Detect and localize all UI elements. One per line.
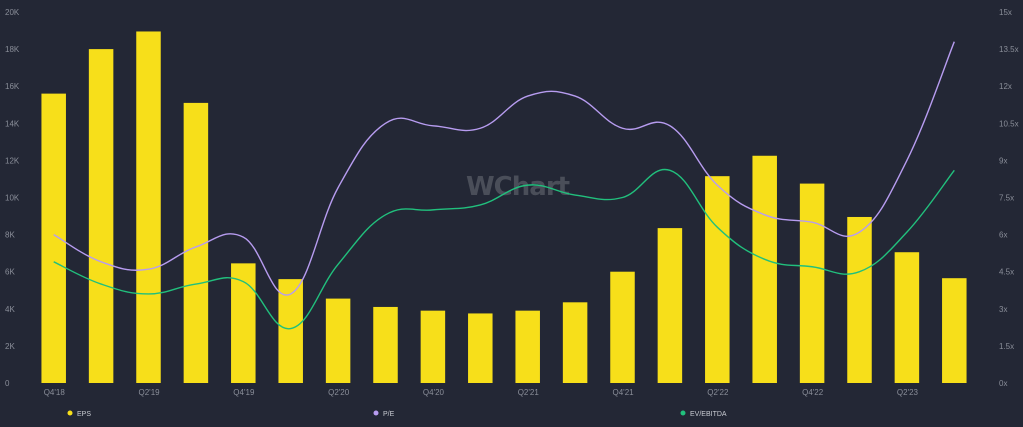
- x-tick-label: Q2'21: [518, 388, 540, 397]
- eps-bar: [88, 49, 114, 383]
- legend-ev-ebitda-label: EV/EBITDA: [690, 411, 727, 418]
- legend: EPS P/E EV/EBITDA: [67, 410, 727, 418]
- x-axis: Q4'18 Q2'19 Q4'19 Q2'20 Q4'20 Q2'21 Q4'21 Q2'22…: [44, 388, 919, 397]
- pe-line: [53, 41, 955, 296]
- eps-bar: [942, 278, 967, 383]
- right-y-tick-label: 1.5x: [999, 342, 1014, 351]
- left-y-tick-label: 12K: [5, 156, 20, 165]
- x-tick-label: Q4'18: [44, 388, 66, 397]
- right-y-tick-label: 12x: [999, 82, 1012, 91]
- left-y-tick-label: 0: [5, 379, 10, 388]
- eps-bar: [136, 31, 161, 383]
- left-y-tick-label: 4K: [5, 305, 15, 314]
- eps-bars: [41, 31, 967, 384]
- legend-eps-marker: [67, 410, 73, 416]
- eps-bar: [610, 271, 635, 383]
- left-y-tick-label: 16K: [5, 82, 20, 91]
- eps-bar: [657, 228, 683, 383]
- eps-bar: [799, 183, 825, 383]
- eps-bar: [847, 216, 872, 383]
- eps-bar: [705, 176, 730, 383]
- left-y-tick-label: 6K: [5, 268, 15, 277]
- ratio-lines: [53, 41, 955, 330]
- left-y-tick-label: 20K: [5, 8, 20, 17]
- legend-ev-ebitda-marker: [680, 410, 686, 416]
- eps-bar: [468, 313, 493, 383]
- right-y-tick-label: 6x: [999, 231, 1007, 240]
- left-y-tick-label: 10K: [5, 194, 20, 203]
- legend-pe-label: P/E: [383, 411, 395, 418]
- eps-bar: [373, 306, 398, 383]
- left-y-tick-label: 2K: [5, 342, 15, 351]
- x-tick-label: Q4'22: [802, 388, 824, 397]
- right-y-tick-label: 9x: [999, 156, 1007, 165]
- right-y-axis: 0x 1.5x 3x 4.5x 6x 7.5x 9x 10.5x 12x 13.5x 15x: [999, 8, 1019, 388]
- eps-bar: [325, 298, 351, 383]
- x-tick-label: Q2'19: [139, 388, 161, 397]
- left-y-tick-label: 18K: [5, 45, 20, 54]
- legend-eps-label: EPS: [77, 411, 91, 418]
- eps-bar: [41, 93, 66, 384]
- eps-bar: [894, 252, 920, 383]
- x-tick-label: Q4'19: [233, 388, 255, 397]
- eps-bar: [231, 263, 256, 383]
- eps-bar: [420, 310, 446, 383]
- x-tick-label: Q4'20: [423, 388, 445, 397]
- x-tick-label: Q2'20: [328, 388, 350, 397]
- right-y-tick-label: 3x: [999, 305, 1007, 314]
- eps-bar: [515, 310, 540, 383]
- x-tick-label: Q2'22: [707, 388, 729, 397]
- x-tick-label: Q2'23: [897, 388, 919, 397]
- eps-bar: [752, 155, 777, 383]
- right-y-tick-label: 4.5x: [999, 268, 1014, 277]
- left-y-axis: 0 2K 4K 6K 8K 10K 12K 14K 16K 18K 20K: [5, 8, 20, 388]
- right-y-tick-label: 13.5x: [999, 45, 1019, 54]
- left-y-tick-label: 14K: [5, 119, 20, 128]
- right-y-tick-label: 15x: [999, 8, 1012, 17]
- x-tick-label: Q4'21: [613, 388, 635, 397]
- right-y-tick-label: 0x: [999, 379, 1007, 388]
- legend-pe-marker: [373, 410, 379, 416]
- eps-bar: [278, 279, 303, 383]
- right-y-tick-label: 10.5x: [999, 119, 1019, 128]
- ev-ebitda-line: [53, 168, 955, 330]
- right-y-tick-label: 7.5x: [999, 194, 1014, 203]
- eps-bar: [562, 302, 588, 383]
- left-y-tick-label: 8K: [5, 231, 15, 240]
